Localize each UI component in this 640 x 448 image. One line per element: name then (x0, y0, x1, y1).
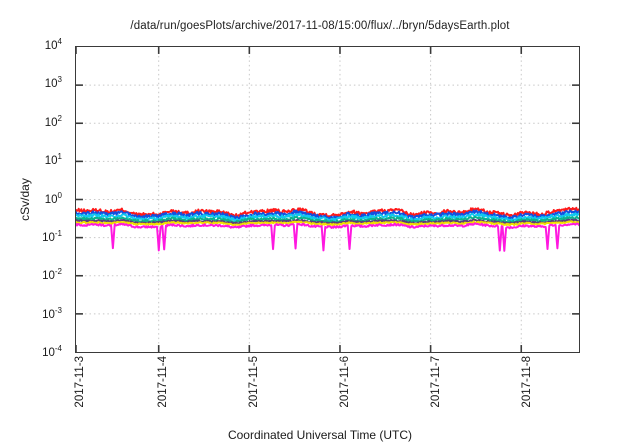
y-axis-label: cSv/day (18, 178, 32, 221)
x-tick-label: 2017-11-3 (74, 356, 86, 408)
x-tick-label: 2017-11-6 (339, 356, 352, 408)
y-axis-tick-labels: 104 103 102 101 100 10-1 10-2 10-3 10-4 (0, 38, 72, 359)
series-magenta (76, 222, 579, 252)
y-tick-label: 10-3 (42, 305, 62, 321)
x-tick-label: 2017-11-7 (430, 356, 443, 408)
y-tick-label: 104 (44, 37, 62, 52)
y-tick-label: 102 (44, 113, 62, 129)
y-tick-label: 100 (44, 190, 62, 206)
x-tick-label: 2017-11-4 (157, 356, 170, 408)
page-title: /data/run/goesPlots/archive/2017-11-08/1… (130, 20, 510, 32)
y-tick-label: 103 (44, 75, 62, 91)
x-axis-tick-labels: 2017-11-3 2017-11-4 2017-11-5 2017-11-6 2017… (74, 356, 580, 426)
grid-layer (76, 47, 579, 352)
series-purple (76, 218, 579, 225)
y-tick-label: 10-4 (42, 344, 62, 359)
plot-area (75, 46, 580, 353)
x-tick-label: 2017-11-5 (248, 356, 261, 408)
data-series-layer (76, 206, 579, 252)
x-tick-label: 2017-11-8 (521, 356, 534, 408)
series-yellow (76, 220, 579, 227)
series-blue (76, 209, 579, 221)
x-axis-label: Coordinated Universal Time (UTC) (227, 428, 413, 442)
series-cyan (76, 212, 579, 223)
y-tick-label: 101 (44, 152, 62, 168)
y-tick-label: 10-1 (42, 229, 62, 244)
y-tick-label: 10-2 (42, 267, 62, 283)
